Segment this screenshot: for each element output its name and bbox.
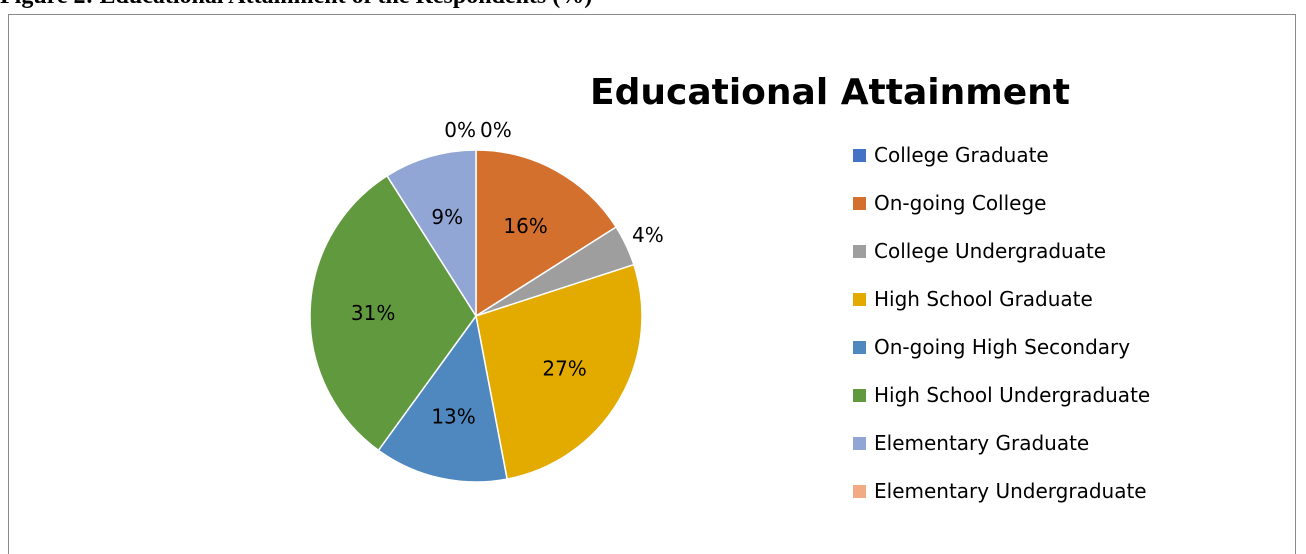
legend-label: College Undergraduate xyxy=(874,239,1107,263)
legend-label: High School Undergraduate xyxy=(874,383,1151,407)
legend-swatch xyxy=(853,149,866,162)
legend-item-elementary-undergraduate: Elementary Undergraduate xyxy=(853,476,1253,524)
chart-frame xyxy=(8,14,1296,554)
data-label-elementary-graduate: 9% xyxy=(431,205,463,229)
pie-slice-elementary-graduate xyxy=(386,149,477,319)
legend-label: On-going High Secondary xyxy=(874,335,1131,359)
legend-swatch xyxy=(853,485,866,498)
chart-title: Educational Attainment xyxy=(590,72,1071,113)
pie-slice-on-going-high-secondary xyxy=(377,314,508,483)
pie-slice-high-school-graduate xyxy=(475,263,643,480)
data-label-high-school-graduate: 27% xyxy=(542,356,586,380)
data-label-college-graduate: 0% xyxy=(444,118,476,142)
data-label-on-going-college: 16% xyxy=(503,214,547,238)
legend-swatch xyxy=(853,197,866,210)
legend-item-elementary-graduate: Elementary Graduate xyxy=(853,428,1253,476)
data-label-elementary-undergraduate: 0% xyxy=(480,118,512,142)
data-label-on-going-high-secondary: 13% xyxy=(431,404,475,428)
legend-swatch xyxy=(853,245,866,258)
data-label-college-undergraduate: 4% xyxy=(632,223,664,247)
legend-label: College Graduate xyxy=(874,143,1049,167)
legend-item-college-graduate: College Graduate xyxy=(853,140,1253,188)
legend-label: Elementary Graduate xyxy=(874,431,1090,455)
legend-label: On-going College xyxy=(874,191,1047,215)
pie-slice-high-school-undergraduate xyxy=(309,174,477,452)
legend-label: High School Graduate xyxy=(874,287,1093,311)
legend-label: Elementary Undergraduate xyxy=(874,479,1147,503)
pie-chart: 0% 16% 4% 27% 13% 31% 9% 0% xyxy=(309,118,664,483)
figure-caption: Figure 2: Educational Attainment of the … xyxy=(0,0,592,10)
legend-swatch xyxy=(853,341,866,354)
legend-swatch xyxy=(853,389,866,402)
legend-item-on-going-college: On-going College xyxy=(853,188,1253,236)
legend-item-college-undergraduate: College Undergraduate xyxy=(853,236,1253,284)
legend-swatch xyxy=(853,437,866,450)
legend-item-high-school-graduate: High School Graduate xyxy=(853,284,1253,332)
legend-swatch xyxy=(853,293,866,306)
data-label-high-school-undergraduate: 31% xyxy=(351,301,395,325)
legend: College Graduate On-going College College … xyxy=(853,140,1253,524)
pie-slice-on-going-college xyxy=(475,149,618,318)
legend-item-high-school-undergraduate: High School Undergraduate xyxy=(853,380,1253,428)
legend-item-on-going-high-secondary: On-going High Secondary xyxy=(853,332,1253,380)
